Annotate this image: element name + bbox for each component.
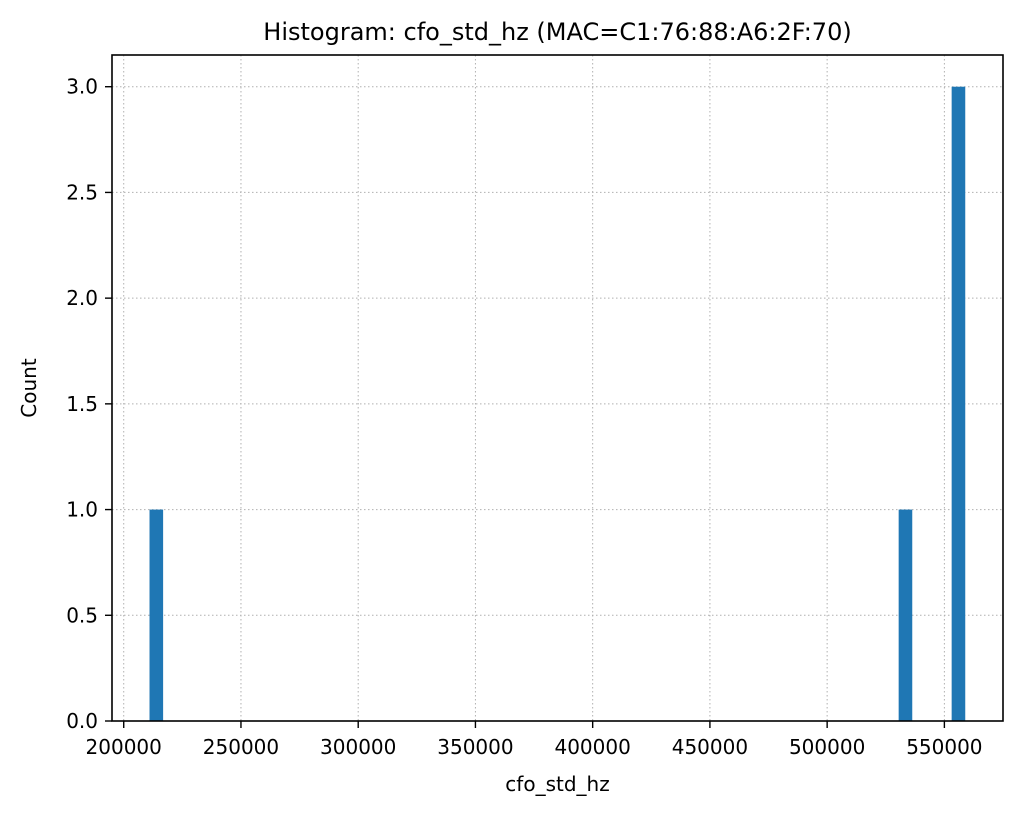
y-tick-label: 1.5 [66, 392, 98, 416]
x-axis-title: cfo_std_hz [505, 772, 609, 796]
x-axis-ticks: 200000 250000 300000 350000 400000 450000 5000… [86, 721, 983, 759]
histogram-bar [898, 509, 913, 721]
x-tick-label: 450000 [672, 735, 748, 759]
grid-layer [112, 55, 1003, 722]
x-tick-label: 200000 [86, 735, 162, 759]
bars-layer [149, 86, 966, 721]
x-tick-label: 350000 [437, 735, 513, 759]
histogram-bar [951, 86, 966, 721]
x-tick-label: 400000 [554, 735, 630, 759]
histogram-bar [149, 509, 164, 721]
y-tick-label: 0.5 [66, 603, 98, 627]
y-tick-label: 1.0 [66, 498, 98, 522]
y-tick-label: 2.0 [66, 286, 98, 310]
plot-frame [111, 54, 1004, 722]
y-tick-label: 0.0 [66, 709, 98, 733]
chart-title: Histogram: cfo_std_hz (MAC=C1:76:88:A6:2… [263, 18, 851, 46]
x-tick-label: 250000 [203, 735, 279, 759]
x-tick-label: 550000 [906, 735, 982, 759]
y-axis-ticks: 0.0 0.5 1.0 1.5 2.0 2.5 3.0 [66, 75, 112, 733]
y-tick-label: 2.5 [66, 180, 98, 204]
x-tick-label: 500000 [789, 735, 865, 759]
y-axis-title: Count [17, 358, 41, 418]
x-tick-label: 300000 [320, 735, 396, 759]
y-tick-label: 3.0 [66, 75, 98, 99]
